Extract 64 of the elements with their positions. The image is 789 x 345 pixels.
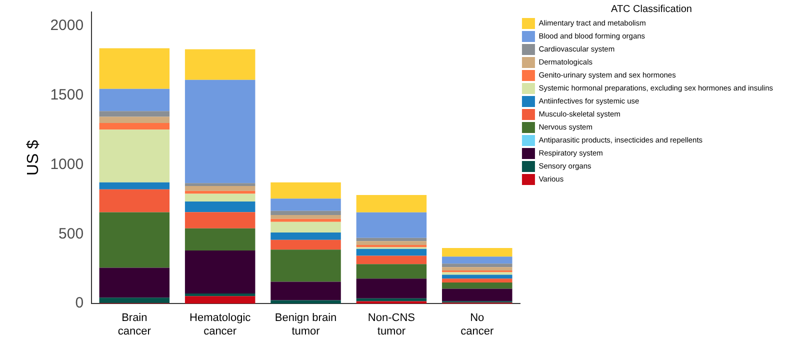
- x-tick-label: No cancer: [460, 312, 494, 338]
- bar: [99, 189, 170, 212]
- bar: [270, 222, 341, 233]
- x-tick-label: Non-CNS tumor: [368, 312, 415, 338]
- bar: [442, 272, 512, 275]
- bar: [184, 194, 256, 202]
- bar: [442, 274, 512, 279]
- bar: [270, 215, 341, 219]
- bar: [356, 264, 427, 279]
- bar: [184, 202, 256, 212]
- y-tick-label: 500: [58, 225, 84, 242]
- bar: [356, 241, 427, 246]
- x-tick-label: Hematologic cancer: [190, 312, 252, 338]
- bar: [442, 264, 512, 268]
- bar: [99, 88, 170, 112]
- y-tick-label: 0: [75, 294, 84, 312]
- bar: [184, 80, 256, 184]
- bar: [99, 122, 170, 130]
- bar: [270, 300, 341, 304]
- bar: [99, 182, 170, 190]
- bar: [442, 248, 512, 257]
- y-axis-title: US $: [25, 140, 42, 176]
- bar: [442, 267, 512, 271]
- bar: [270, 210, 341, 216]
- bar: [270, 182, 341, 199]
- bar: [356, 238, 427, 242]
- bar: [270, 232, 341, 240]
- bar: [184, 228, 256, 251]
- legend-title: ATC Classification: [611, 4, 692, 15]
- bar: [99, 116, 170, 123]
- bar: [442, 278, 512, 282]
- y-tick-label: 1500: [50, 86, 84, 104]
- bar: [99, 48, 170, 89]
- bar: [356, 278, 427, 298]
- bar: [184, 293, 256, 296]
- bar: [270, 282, 341, 300]
- bar: [270, 198, 341, 211]
- bar: [184, 190, 256, 194]
- bar: [442, 282, 512, 289]
- bar: [99, 298, 170, 304]
- bar: [99, 212, 170, 268]
- bar: [184, 49, 256, 80]
- bar: [356, 301, 427, 304]
- bar: [184, 296, 256, 304]
- bar: [356, 256, 427, 264]
- bar: [99, 111, 170, 117]
- bar: [184, 183, 256, 186]
- bar: [356, 195, 427, 212]
- x-tick-label: Benign brain tumor: [274, 312, 337, 338]
- bar: [270, 240, 341, 250]
- y-tick-label: 1000: [50, 156, 84, 173]
- bar: [184, 186, 256, 191]
- bar: [270, 250, 341, 282]
- bar: [356, 212, 427, 238]
- bar: [184, 212, 256, 228]
- bar: [184, 250, 256, 294]
- bar: [270, 218, 341, 222]
- bar: [99, 130, 170, 182]
- bar: [356, 248, 427, 256]
- bar: [442, 288, 512, 302]
- y-tick-label: 2000: [50, 17, 84, 34]
- bar: [442, 256, 512, 264]
- x-tick-label: Brain cancer: [118, 312, 152, 338]
- bar: [99, 268, 170, 298]
